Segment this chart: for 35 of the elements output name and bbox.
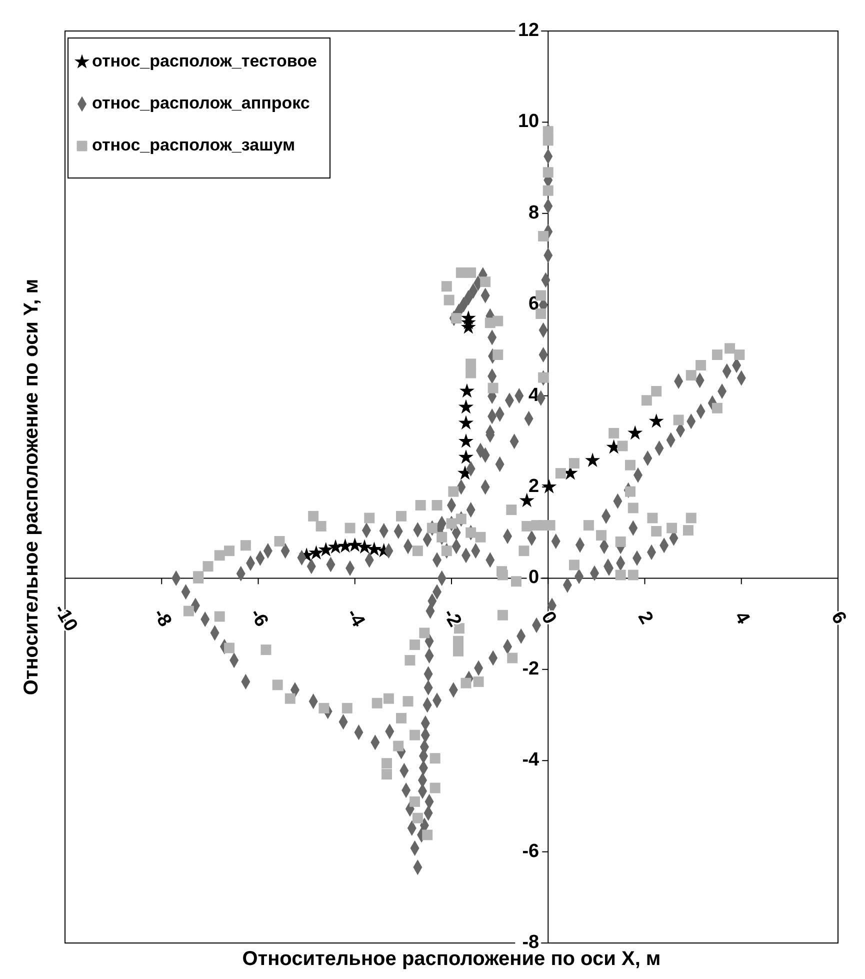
- point: [458, 449, 474, 464]
- point: [318, 542, 334, 556]
- point: [338, 538, 353, 553]
- point: [542, 479, 557, 494]
- point: [460, 310, 476, 325]
- x-tick-label: -4: [342, 605, 369, 631]
- point: [308, 545, 324, 560]
- y-tick-label: 8: [528, 202, 540, 224]
- x-tick-label: 4: [730, 608, 754, 628]
- x-tick-label: -2: [438, 605, 466, 631]
- legend-label: относ_располож_зашум: [92, 135, 296, 154]
- x-tick-label: -10: [49, 600, 82, 636]
- legend-label: относ_располож_аппрокс: [92, 93, 310, 112]
- point: [519, 492, 534, 508]
- point: [628, 425, 643, 440]
- y-tick-label: -6: [522, 840, 540, 862]
- y-tick-label: 12: [518, 20, 540, 42]
- x-tick-label: 2: [633, 608, 657, 628]
- legend-label: относ_располож_тестовое: [92, 51, 317, 70]
- point: [347, 537, 362, 552]
- point: [458, 434, 474, 448]
- point: [648, 413, 664, 428]
- point: [458, 415, 474, 430]
- point: [357, 539, 372, 554]
- x-tick-label: -8: [148, 605, 176, 631]
- point: [585, 452, 600, 467]
- point: [366, 542, 382, 556]
- y-tick-label: 10: [518, 111, 540, 132]
- y-tick-label: 2: [528, 476, 540, 498]
- y-tick-label: -2: [522, 658, 540, 680]
- point: [458, 399, 474, 414]
- y-axis-title: Относительное расположение по оси Y, м: [20, 278, 42, 696]
- point: [459, 383, 474, 398]
- x-tick-label: -6: [245, 605, 272, 631]
- y-tick-label: -4: [522, 750, 540, 771]
